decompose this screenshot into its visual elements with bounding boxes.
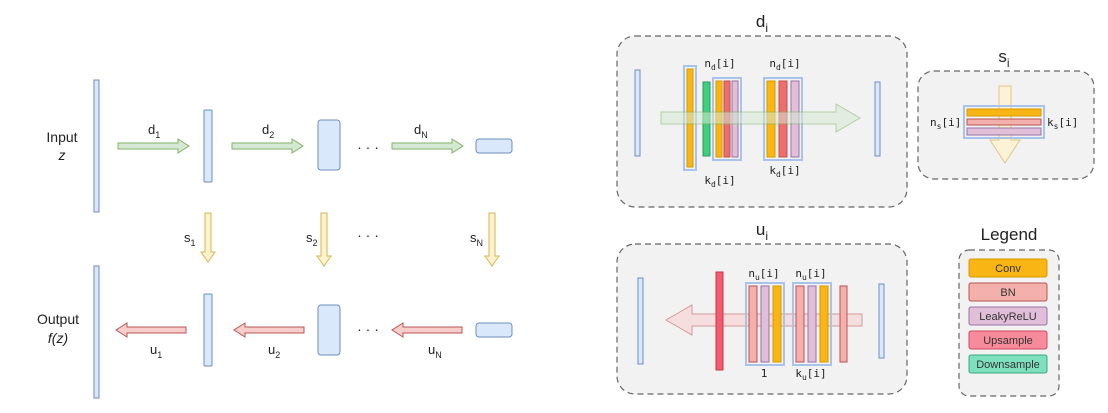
s2-label: s2 xyxy=(306,230,318,248)
feature-map-input xyxy=(93,79,100,213)
legend-swatch-0 xyxy=(968,258,1048,278)
legend-swatch-2 xyxy=(968,306,1048,326)
ellipsis-bottom: · · · xyxy=(357,321,379,337)
s-ns-label: ns[i] xyxy=(930,116,961,131)
s-bn xyxy=(966,118,1042,126)
input-label: Input xyxy=(46,129,77,145)
u-lrelu-2 xyxy=(807,285,817,363)
d-flow-arrow xyxy=(660,103,861,133)
feature-map-d1 xyxy=(203,109,213,183)
output-label: Output xyxy=(37,311,79,327)
feature-map-u2 xyxy=(317,304,341,356)
sN-label: sN xyxy=(470,230,483,248)
feature-map-u1 xyxy=(203,293,213,367)
uN-label: uN xyxy=(428,342,442,360)
legend-swatch-3 xyxy=(968,330,1048,350)
feature-map-dN xyxy=(475,138,513,154)
d2-label: d2 xyxy=(262,122,274,140)
s-group-border xyxy=(963,105,1045,139)
d2-arrow xyxy=(231,138,304,154)
sN-arrow xyxy=(484,212,500,267)
u-bn-3 xyxy=(839,285,848,363)
dN-label: dN xyxy=(414,122,428,140)
u-bn-1 xyxy=(748,285,758,363)
u-group-2-border xyxy=(792,282,832,366)
u-one-label: 1 xyxy=(761,367,768,380)
ellipsis-mid: · · · xyxy=(357,227,379,243)
d-block-input-map xyxy=(634,69,641,157)
s1-label: s1 xyxy=(184,230,196,248)
input-var: z xyxy=(58,147,66,163)
u-block-output-map xyxy=(878,283,885,359)
u-block-input-map xyxy=(637,277,644,365)
u2-label: u2 xyxy=(268,342,280,360)
legend-title: Legend xyxy=(981,225,1038,244)
output-var: f(z) xyxy=(48,330,68,346)
legend-label-2: LeakyReLU xyxy=(979,311,1037,323)
u2-arrow xyxy=(233,322,305,338)
u1-arrow xyxy=(115,322,187,338)
d-nd-label-1: nd[i] xyxy=(704,57,735,72)
dN-arrow xyxy=(391,138,464,154)
d-kd-label-1: kd[i] xyxy=(704,174,735,189)
s1-arrow xyxy=(200,212,216,263)
u-bn-2 xyxy=(795,285,805,363)
u1-label: u1 xyxy=(150,342,162,360)
u-group-1-border xyxy=(745,282,785,366)
d-kd-label-2: kd[i] xyxy=(769,164,800,179)
d1-arrow xyxy=(117,138,190,154)
d-nd-label-2: nd[i] xyxy=(769,57,800,72)
u-conv-1 xyxy=(772,285,782,363)
legend-items: Conv BN LeakyReLU Upsample Downsample xyxy=(968,258,1048,374)
s-lrelu xyxy=(966,127,1042,136)
legend-swatch-1 xyxy=(968,282,1048,302)
legend-swatch-4 xyxy=(968,354,1048,374)
d-block-title: di xyxy=(756,12,768,35)
feature-map-d2 xyxy=(317,119,341,171)
u-nu-label-1: nu[i] xyxy=(748,267,779,282)
u-upsample xyxy=(715,271,724,371)
d-block-output-map xyxy=(874,81,881,157)
ellipsis-top: · · · xyxy=(357,139,379,155)
s2-arrow xyxy=(316,212,332,267)
legend-label-0: Conv xyxy=(995,263,1021,275)
s-conv xyxy=(966,108,1042,117)
legend-label-4: Downsample xyxy=(976,359,1040,371)
u-lrelu-1 xyxy=(760,285,770,363)
u-conv-2 xyxy=(819,285,829,363)
d1-label: d1 xyxy=(148,122,160,140)
uN-arrow xyxy=(391,322,463,338)
feature-map-uN xyxy=(475,322,513,338)
legend-label-1: BN xyxy=(1000,287,1015,299)
s-ks-label: ks[i] xyxy=(1047,116,1078,131)
feature-map-output xyxy=(93,265,100,399)
u-ku-label: ku[i] xyxy=(795,367,826,382)
u-nu-label-2: nu[i] xyxy=(795,267,826,282)
legend-label-3: Upsample xyxy=(983,335,1033,347)
u-block-title: ui xyxy=(756,220,768,243)
s-block-title: si xyxy=(998,47,1009,70)
